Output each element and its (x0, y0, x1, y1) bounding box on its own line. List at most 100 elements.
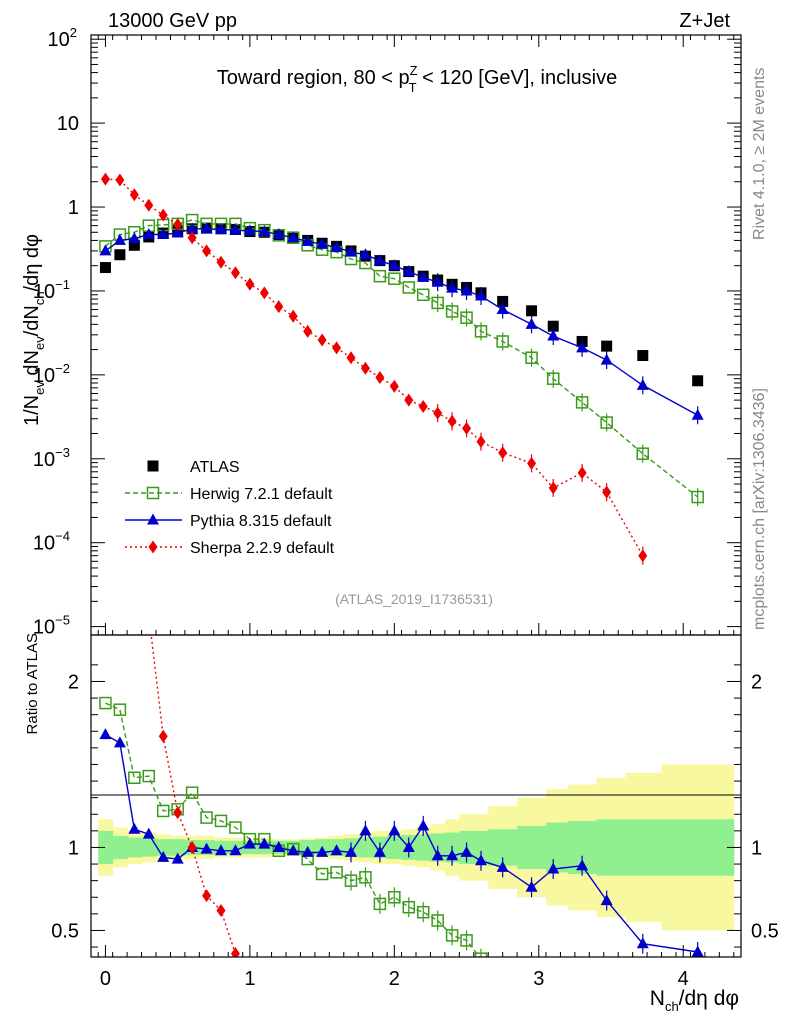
legend-marker-herwig (146, 486, 160, 500)
pythia-ratio-point (258, 837, 271, 849)
pythia-point (142, 228, 155, 240)
y-tick-label: 10−4 (33, 529, 70, 555)
sherpa-point (418, 399, 428, 413)
main-plot-frame (90, 34, 742, 636)
sherpa-point (462, 421, 472, 435)
side-label-bottom: mcplots.cern.ch [arXiv:1306.3436] (751, 388, 768, 630)
pythia-ratio-point (128, 822, 141, 834)
band-stat-bin (596, 819, 626, 876)
pythia-ratio-point (113, 736, 126, 748)
svg-text:1/Nev dNev/dNch/dη dφ: 1/Nev dNev/dNch/dη dφ (21, 234, 47, 426)
sherpa-ratio-line (150, 635, 237, 954)
pythia-point (576, 341, 589, 353)
pythia-point (600, 353, 613, 365)
pythia-point (475, 289, 487, 301)
pythia-point (330, 240, 343, 252)
herwig-ratio-point (142, 769, 156, 783)
pythia-ratio-point (330, 844, 343, 856)
pythia-ratio-point (171, 852, 184, 864)
pythia-point (388, 259, 401, 271)
pythia-point (301, 234, 314, 246)
sherpa-point (274, 300, 284, 314)
legend-label-pythia: Pythia 8.315 default (190, 513, 332, 530)
pythia-ratio-point (316, 845, 329, 857)
herwig-point (546, 372, 560, 385)
plot-title-pre: Toward region, 80 < p (217, 67, 410, 89)
ratio-y-tick-label: 1 (68, 837, 79, 859)
y-tick-label: 10 (57, 113, 79, 135)
pythia-point (446, 281, 459, 293)
legend-label-herwig: Herwig 7.2.1 default (190, 486, 333, 503)
x-tick-label: 0 (100, 968, 111, 990)
pythia-line (104, 228, 699, 416)
band-stat-bin (517, 825, 547, 870)
sherpa-ratio-point (216, 904, 226, 918)
band-stat-bin (473, 830, 489, 865)
pythia-point (496, 303, 509, 315)
sherpa-point (602, 485, 612, 499)
pythia-point (636, 378, 649, 390)
herwig-ratio-point (128, 771, 141, 784)
pythia-point (417, 270, 430, 282)
pythia-ratio-point (345, 845, 357, 857)
band-stat-bin (358, 837, 374, 858)
pythia-point (316, 237, 329, 249)
y-tick-label: 10−2 (33, 361, 70, 387)
ratio-y-tick-label-right: 2 (751, 671, 762, 693)
legend: ATLAS Herwig 7.2.1 default Pythia 8.315 de… (125, 459, 335, 557)
pythia-point (402, 265, 415, 277)
sherpa-point (230, 266, 240, 280)
sherpa-ratio-point (202, 889, 212, 903)
pythia-point (99, 244, 112, 256)
herwig-ratio-point (330, 866, 343, 879)
pythia-ratio-point (373, 845, 386, 857)
plot-title: Toward region, 80 < pZ T < 120 [GeV], inc… (217, 63, 617, 95)
pythia-ratio-point (600, 894, 613, 906)
sherpa-point (447, 414, 457, 428)
sherpa-point (303, 324, 313, 338)
band-stat-bin (127, 837, 143, 858)
atlas-point (114, 249, 126, 261)
sherpa-point (245, 277, 255, 291)
pythia-ratio-point (525, 880, 538, 892)
pythia-ratio-point (691, 945, 704, 957)
y-tick-label: 10−5 (33, 613, 70, 639)
legend-label-sherpa: Sherpa 2.2.9 default (190, 540, 335, 557)
band-stat-bin (112, 835, 128, 860)
pythia-ratio-point (272, 840, 285, 852)
sherpa-ratio-point (158, 729, 168, 743)
herwig-ratio-point (99, 696, 112, 710)
sherpa-point (332, 341, 342, 355)
pythia-ratio-point (359, 824, 372, 836)
ratio-plot-series (99, 635, 704, 957)
header-left: 13000 GeV pp (108, 10, 237, 32)
herwig-ratio-point (156, 804, 170, 818)
herwig-point (575, 396, 589, 409)
pythia-point (547, 329, 560, 341)
herwig-ratio-point (359, 871, 372, 884)
legend-marker-pythia (147, 513, 159, 525)
pythia-point (272, 228, 285, 240)
sherpa-point (527, 456, 537, 470)
pythia-ratio-point (446, 849, 459, 861)
pythia-ratio-point (200, 842, 213, 854)
band-stat-bin (546, 822, 569, 873)
atlas-point (526, 305, 538, 317)
sherpa-point (129, 188, 139, 202)
herwig-ratio-point (229, 821, 242, 834)
x-tick-label: 1 (244, 968, 255, 990)
sherpa-point (346, 351, 356, 365)
pythia-ratio-point (475, 854, 487, 866)
pythia-ratio-point (243, 837, 256, 849)
herwig-point (416, 288, 430, 302)
ratio-y-tick-label-right: 1 (751, 837, 762, 859)
sherpa-point (389, 379, 399, 393)
header-right: Z+Jet (679, 10, 730, 32)
herwig-ratio-point (344, 874, 358, 887)
herwig-point (496, 335, 509, 348)
pythia-point (525, 317, 538, 329)
sherpa-point (100, 172, 110, 186)
sherpa-point (548, 481, 558, 495)
plot-title-post: < 120 [GeV], inclusive (417, 67, 618, 89)
